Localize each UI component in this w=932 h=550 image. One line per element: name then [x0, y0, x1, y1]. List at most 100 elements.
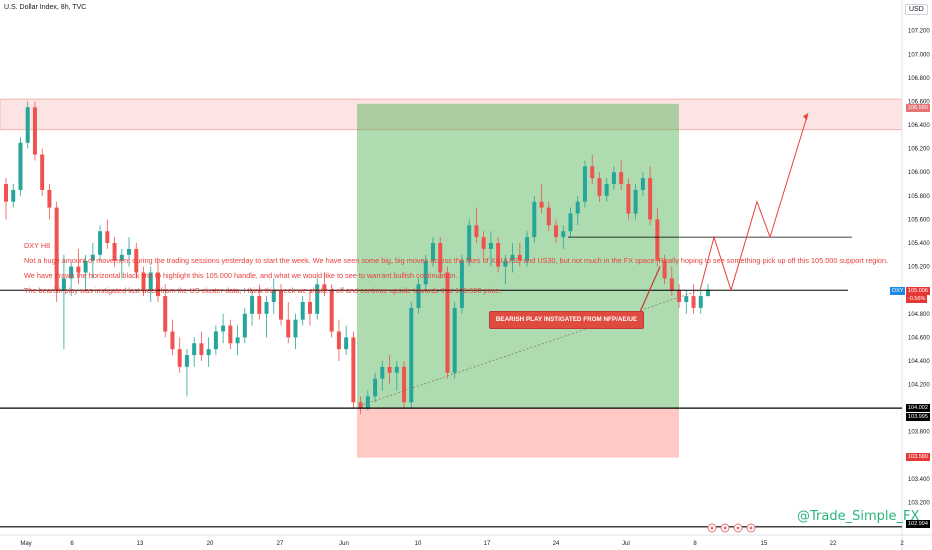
candle-body: [452, 307, 457, 373]
bearish-callout[interactable]: BEARISH PLAY INSTIGATED FROM NFP/AE/UE: [489, 311, 644, 329]
candle-body: [626, 184, 631, 214]
candle-body: [648, 178, 653, 220]
candle-body: [438, 243, 443, 273]
candle: [481, 231, 486, 261]
candle: [582, 160, 587, 208]
candle: [402, 360, 407, 409]
callout-pointer: [639, 266, 661, 313]
candle-body: [257, 296, 262, 314]
candle: [4, 178, 8, 220]
candle: [633, 184, 638, 220]
candle-body: [134, 248, 139, 273]
event-icon-dot: [749, 526, 753, 530]
x-tick-label: 6: [70, 541, 74, 547]
candle: [445, 266, 450, 379]
candle: [459, 254, 464, 314]
candle-body: [575, 201, 580, 214]
event-icon-dot: [723, 526, 727, 530]
candle-body: [582, 166, 587, 202]
candle-body: [76, 266, 81, 273]
event-icon-dot: [710, 526, 714, 530]
candle-body: [336, 331, 341, 350]
candle: [170, 319, 175, 356]
candle: [561, 225, 566, 249]
candle-body: [517, 254, 522, 261]
candle-body: [459, 260, 464, 308]
candle-body: [47, 189, 52, 208]
x-tick-label: 20: [207, 541, 214, 547]
candle: [648, 166, 653, 226]
candle-body: [423, 260, 428, 285]
candle-body: [590, 166, 595, 179]
candle-body: [655, 219, 660, 261]
candle: [611, 166, 616, 190]
candle: [474, 207, 479, 244]
candle-body: [496, 243, 501, 267]
candle: [184, 349, 189, 397]
candle: [503, 254, 508, 285]
candle-body: [148, 272, 153, 291]
candle: [365, 390, 370, 411]
loss-zone: [357, 408, 679, 458]
y-tick-label: 105.400: [908, 241, 930, 247]
currency-selector[interactable]: USD: [905, 4, 928, 15]
y-tick-label: 106.000: [908, 170, 930, 176]
candle: [307, 290, 312, 326]
candle-body: [445, 272, 450, 373]
candle-body: [698, 296, 703, 308]
candle-body: [163, 296, 168, 332]
candle: [373, 372, 378, 403]
candle-body: [662, 260, 667, 279]
x-tick-label: 2: [900, 541, 904, 547]
event-icon: [733, 523, 743, 533]
candle: [112, 237, 117, 267]
candle: [684, 290, 689, 314]
candle-body: [358, 402, 363, 409]
candle: [387, 355, 392, 385]
candle: [286, 301, 291, 344]
x-tick-label: Jul: [622, 541, 630, 547]
candle: [423, 254, 428, 291]
event-icon-dot: [736, 526, 740, 530]
candle-body: [90, 254, 95, 261]
x-tick-label: 17: [484, 541, 491, 547]
candle-body: [279, 290, 284, 320]
candle-body: [322, 284, 327, 291]
candle: [213, 325, 218, 356]
candle: [344, 325, 349, 356]
y-tick-label: 104.600: [908, 335, 930, 341]
candle: [322, 272, 327, 297]
candle-body: [235, 337, 240, 344]
candle: [677, 284, 682, 308]
candle: [177, 337, 182, 373]
candle: [517, 243, 522, 267]
candle: [626, 178, 631, 220]
candle-body: [481, 237, 486, 249]
target-price-box: 106.580: [906, 104, 930, 112]
event-icon: [746, 523, 756, 533]
note-title: DXY H8: [24, 241, 51, 250]
candle: [662, 254, 667, 285]
candle: [76, 248, 81, 285]
candle: [134, 243, 139, 279]
candle-body: [83, 260, 88, 273]
candle-body: [619, 172, 624, 185]
candle-body: [351, 337, 356, 403]
candle-body: [177, 349, 182, 367]
y-tick-label: 104.200: [908, 383, 930, 389]
candle: [669, 266, 674, 297]
candle-body: [286, 319, 291, 338]
y-tick-label: 107.000: [908, 52, 930, 58]
candle-body: [105, 231, 110, 244]
candle-body: [409, 307, 414, 403]
candle: [32, 101, 37, 161]
candle-body: [155, 272, 160, 297]
candle-body: [184, 355, 189, 367]
candle-body: [684, 296, 689, 302]
candle: [546, 201, 551, 232]
candle: [300, 296, 305, 326]
candle-body: [271, 290, 276, 302]
candle-body: [228, 325, 233, 344]
candle: [250, 290, 255, 326]
